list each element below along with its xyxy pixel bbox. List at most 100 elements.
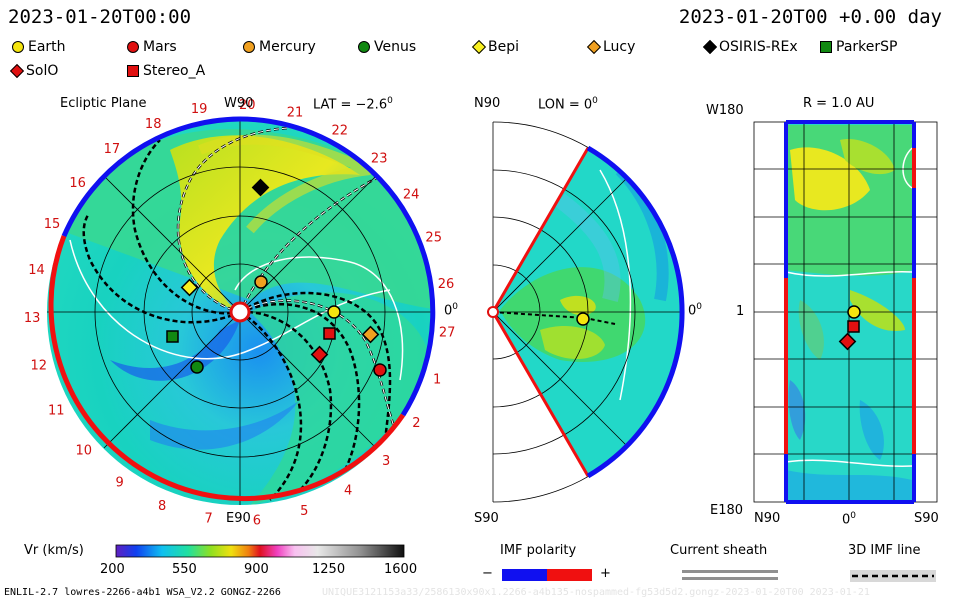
carrington-label: 9: [116, 476, 124, 491]
carrington-label: 14: [28, 263, 45, 278]
imf-line-title: 3D IMF line: [848, 543, 921, 558]
legend-label: Stereo_A: [143, 63, 206, 79]
solo-marker-radial: [838, 332, 857, 351]
polarity-rim-negative: [239, 116, 436, 417]
venus-marker: [190, 360, 204, 374]
colorbar-tick-2: 550: [172, 562, 197, 577]
radial-top-left: W180: [706, 103, 744, 118]
ecliptic-top-label: W90: [224, 96, 254, 111]
carrington-label: 10: [76, 443, 93, 458]
legend-item-osiris-rex: OSIRIS-REx: [702, 39, 798, 55]
ecliptic-bottom-label: E90: [226, 511, 251, 526]
legend-label: Venus: [374, 39, 417, 55]
stereo-a-marker: [323, 327, 336, 340]
carrington-label: 22: [332, 124, 349, 139]
carrington-label: 11: [48, 404, 65, 419]
carrington-label: 4: [344, 484, 352, 499]
ecliptic-right-label: 0: [444, 303, 453, 319]
current-sheath-title: Current sheath: [670, 543, 768, 558]
watermark: UNIQUE3121153a33/2586130x90x1.2266-a4b13…: [322, 587, 870, 598]
carrington-label: 20: [239, 98, 256, 113]
meridional-panel: [487, 121, 685, 503]
carrington-label: 12: [31, 359, 48, 374]
carrington-label: 7: [205, 512, 213, 527]
square-icon: [127, 65, 139, 77]
carrington-label: 18: [145, 117, 162, 132]
carrington-label: 5: [300, 504, 308, 519]
legend-item-mars: Mars: [127, 39, 177, 55]
lucy-marker: [361, 325, 380, 344]
legend-item-lucy: Lucy: [586, 39, 636, 55]
legend-label: SolO: [26, 63, 59, 79]
circle-icon: [358, 41, 370, 53]
carrington-label: 27: [439, 325, 456, 340]
carrington-label: 6: [253, 513, 261, 528]
legend-item-stereo-a: Stereo_A: [127, 63, 205, 79]
carrington-label: 16: [69, 176, 86, 191]
meridional-bottom-label: S90: [474, 511, 499, 526]
circle-icon: [12, 41, 24, 53]
legend-label: Mars: [143, 39, 177, 55]
earth-marker-radial: [847, 305, 861, 319]
legend-item-earth: Earth: [12, 39, 66, 55]
legend-item-solo: SolO: [9, 63, 59, 79]
polarity-rim-positive: [48, 235, 406, 502]
radial-title: R = 1.0 AU: [803, 96, 875, 111]
legend-item-parkersp: ParkerSP: [820, 39, 897, 55]
carrington-label: 17: [104, 142, 121, 157]
legend-label: Earth: [28, 39, 66, 55]
carrington-label: 26: [438, 277, 455, 292]
radial-x-left: N90: [754, 511, 781, 526]
square-icon: [820, 41, 832, 53]
ecliptic-features: [60, 126, 433, 505]
carrington-label: 25: [425, 230, 442, 245]
date-right: 2023-01-20T00 +0.00 day: [678, 6, 942, 28]
sun-marker: [229, 301, 251, 323]
carrington-label: 24: [403, 188, 420, 203]
colorbar: [115, 544, 405, 558]
current-sheath-swatch: [682, 570, 778, 573]
mercury-marker: [254, 275, 268, 289]
radial-mid-left: 1: [736, 304, 745, 319]
legend-item-bepi: Bepi: [471, 39, 519, 55]
meridional-right-label: 0: [688, 303, 697, 319]
carrington-label: 21: [287, 105, 304, 120]
carrington-longitude-labels: 20 21222324252627123456789101112131415161…: [24, 98, 456, 528]
imf-polarity-title: IMF polarity: [500, 543, 577, 558]
colorbar-label: Vr (km/s): [24, 543, 84, 558]
meridional-lon: LON = 0: [538, 97, 593, 113]
colorbar-tick-4: 1250: [312, 562, 346, 577]
carrington-label: 23: [371, 151, 388, 166]
legend-label: OSIRIS-REx: [719, 39, 798, 55]
carrington-label: 19: [191, 102, 208, 117]
carrington-label: 1: [433, 373, 441, 388]
radial-x-right: S90: [914, 511, 939, 526]
carrington-label: 3: [382, 454, 390, 469]
stereo-a-marker-radial: [847, 320, 860, 333]
circle-icon: [243, 41, 255, 53]
model-info: ENLIL-2.7 lowres-2266-a4b1 WSA_V2.2 GONG…: [4, 587, 281, 598]
radial-panel: [753, 120, 938, 504]
carrington-label: 15: [44, 217, 61, 232]
earth-marker: [327, 305, 341, 319]
meridional-top-label: N90: [474, 96, 501, 111]
ecliptic-lat: LAT = −2.6: [313, 97, 388, 113]
carrington-label: 2: [412, 416, 420, 431]
earth-marker-meridional: [576, 312, 590, 326]
imf-polarity-negative: [502, 569, 547, 581]
legend-label: ParkerSP: [836, 39, 898, 55]
ecliptic-lat-deg: 0: [387, 96, 393, 106]
colorbar-tick-3: 900: [244, 562, 269, 577]
legend-label: Bepi: [488, 39, 519, 55]
colorbar-tick-5: 1600: [384, 562, 418, 577]
legend-item-mercury: Mercury: [243, 39, 316, 55]
mars-marker: [373, 363, 387, 377]
bepi-marker: [180, 278, 199, 297]
ecliptic-title: Ecliptic Plane: [60, 96, 147, 111]
solo-marker: [310, 345, 329, 364]
osiris-rex-marker: [251, 178, 270, 197]
legend-label: Lucy: [603, 39, 636, 55]
parkersp-marker: [166, 330, 179, 343]
carrington-label: 8: [158, 499, 166, 514]
